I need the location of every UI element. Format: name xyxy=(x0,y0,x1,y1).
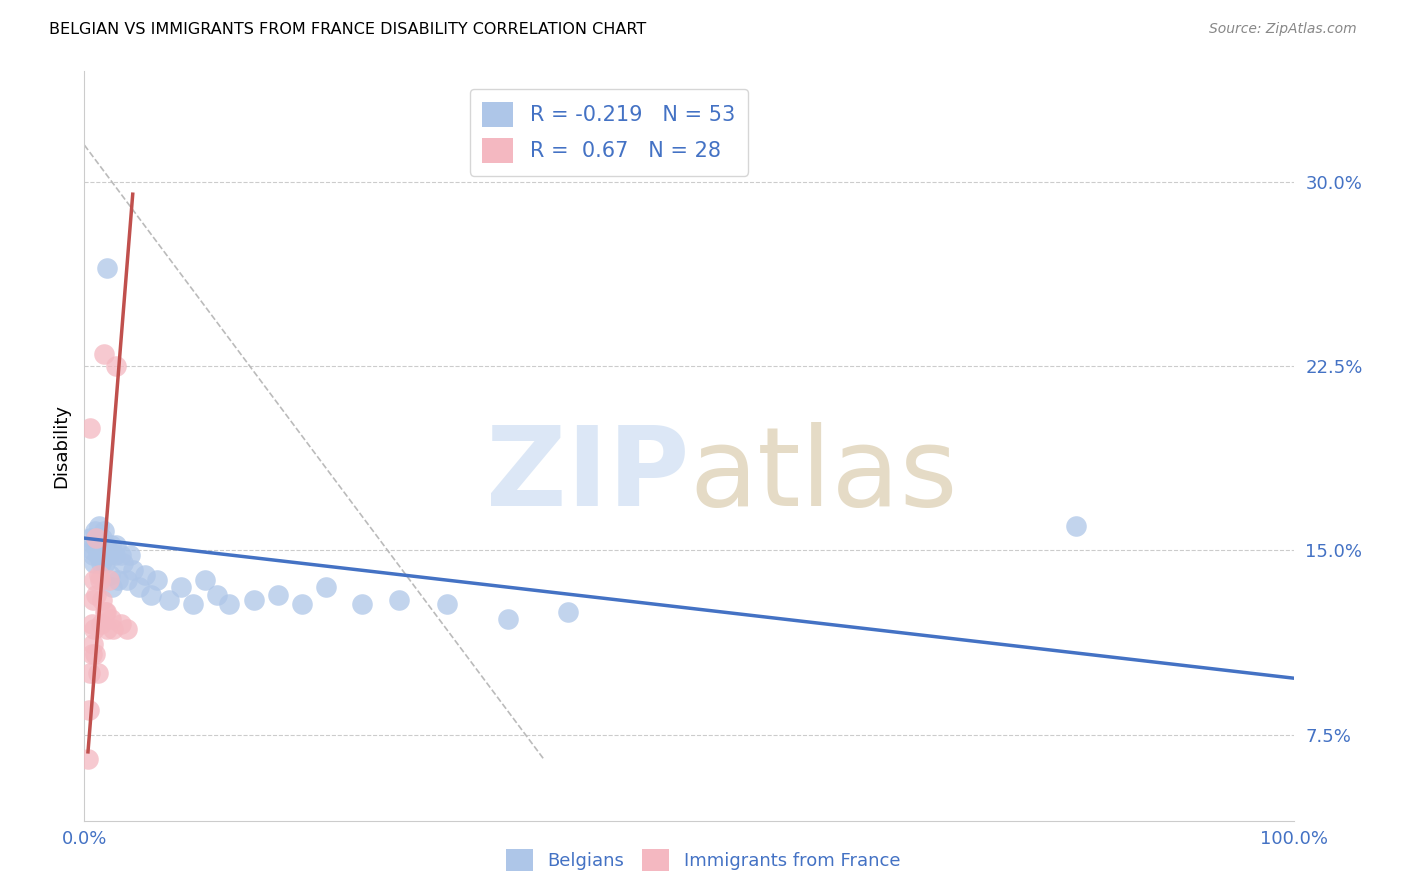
Point xyxy=(90,556,112,570)
Point xyxy=(112,556,135,570)
Point xyxy=(91,543,114,558)
Point xyxy=(79,666,101,681)
Text: BELGIAN VS IMMIGRANTS FROM FRANCE DISABILITY CORRELATION CHART: BELGIAN VS IMMIGRANTS FROM FRANCE DISABI… xyxy=(49,22,647,37)
Point xyxy=(90,617,112,632)
Point xyxy=(86,549,108,563)
Point xyxy=(110,549,132,563)
Point xyxy=(86,666,108,681)
Point xyxy=(94,605,117,619)
Point xyxy=(89,549,111,563)
Point xyxy=(91,592,114,607)
Point xyxy=(89,573,111,587)
Point xyxy=(100,539,122,553)
Point xyxy=(83,573,105,587)
Point xyxy=(107,573,129,587)
Point xyxy=(87,531,110,545)
Point xyxy=(97,549,120,563)
Point xyxy=(84,647,107,661)
Point xyxy=(103,622,125,636)
Point xyxy=(104,539,127,553)
Point xyxy=(82,637,104,651)
Point xyxy=(86,539,108,553)
Legend: Belgians, Immigrants from France: Belgians, Immigrants from France xyxy=(499,842,907,879)
Point xyxy=(315,580,337,594)
Point xyxy=(82,549,104,563)
Point xyxy=(96,260,118,275)
Point xyxy=(134,568,156,582)
Point xyxy=(104,359,127,373)
Point xyxy=(87,519,110,533)
Point xyxy=(388,592,411,607)
Point xyxy=(128,580,150,594)
Point xyxy=(291,598,314,612)
Point xyxy=(80,543,103,558)
Point xyxy=(104,549,127,563)
Point xyxy=(352,598,374,612)
Point xyxy=(94,556,117,570)
Point xyxy=(157,592,180,607)
Point xyxy=(89,539,111,553)
Point xyxy=(110,617,132,632)
Point xyxy=(86,531,108,545)
Point xyxy=(207,588,229,602)
Text: ZIP: ZIP xyxy=(485,423,689,530)
Point xyxy=(84,524,107,538)
Point xyxy=(1064,519,1087,533)
Point xyxy=(94,605,117,619)
Point xyxy=(120,549,142,563)
Point xyxy=(97,573,120,587)
Point xyxy=(267,588,290,602)
Point xyxy=(115,573,138,587)
Point xyxy=(218,598,240,612)
Point xyxy=(557,605,579,619)
Text: atlas: atlas xyxy=(689,423,957,530)
Point xyxy=(146,573,169,587)
Point xyxy=(170,580,193,594)
Point xyxy=(93,549,115,563)
Point xyxy=(242,592,264,607)
Y-axis label: Disability: Disability xyxy=(52,404,70,488)
Point xyxy=(181,598,204,612)
Point xyxy=(80,647,103,661)
Point xyxy=(194,573,217,587)
Point xyxy=(82,592,104,607)
Point xyxy=(101,580,124,594)
Point xyxy=(100,612,122,626)
Text: Source: ZipAtlas.com: Source: ZipAtlas.com xyxy=(1209,22,1357,37)
Point xyxy=(93,347,115,361)
Point xyxy=(86,588,108,602)
Point xyxy=(121,563,143,577)
Point xyxy=(93,524,115,538)
Point xyxy=(115,622,138,636)
Point xyxy=(77,752,100,766)
Point xyxy=(83,556,105,570)
Point xyxy=(79,420,101,434)
Point xyxy=(94,539,117,553)
Point xyxy=(91,531,114,545)
Point xyxy=(83,622,105,636)
Point xyxy=(94,549,117,563)
Point xyxy=(436,598,458,612)
Point xyxy=(96,622,118,636)
Point xyxy=(139,588,162,602)
Point xyxy=(77,703,100,717)
Point xyxy=(87,568,110,582)
Point xyxy=(83,539,105,553)
Legend: R = -0.219   N = 53, R =  0.67   N = 28: R = -0.219 N = 53, R = 0.67 N = 28 xyxy=(470,89,748,176)
Point xyxy=(98,568,121,582)
Point xyxy=(79,531,101,545)
Point xyxy=(80,617,103,632)
Point xyxy=(496,612,519,626)
